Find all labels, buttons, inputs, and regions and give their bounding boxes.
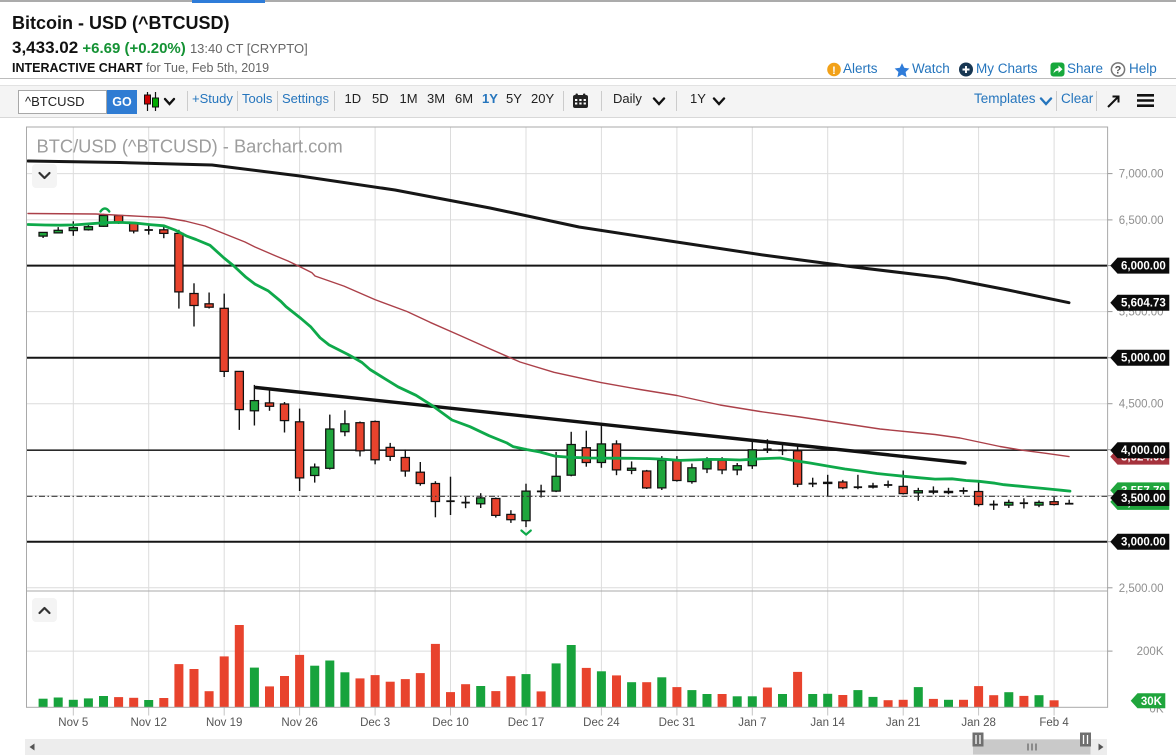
svg-text:Dec 24: Dec 24 [583,717,620,729]
svg-text:30K: 30K [1141,696,1163,708]
svg-text:BTC/USD (^BTCUSD) - Barchart.c: BTC/USD (^BTCUSD) - Barchart.com [37,136,343,157]
svg-text:3,000.00: 3,000.00 [1121,537,1166,549]
svg-text:Feb 4: Feb 4 [1039,717,1069,729]
svg-text:Nov 19: Nov 19 [206,717,242,729]
svg-text:!: ! [832,65,836,77]
svg-text:Nov 5: Nov 5 [58,717,88,729]
svg-text:6,000.00: 6,000.00 [1121,261,1166,273]
svg-text:2,500.00: 2,500.00 [1119,583,1164,595]
svg-text:Dec 31: Dec 31 [659,717,695,729]
svg-text:3,500.00: 3,500.00 [1121,493,1166,505]
svg-text:4,500.00: 4,500.00 [1119,399,1164,411]
svg-text:Jan 21: Jan 21 [886,717,921,729]
svg-text:200K: 200K [1137,646,1164,658]
svg-text:5,000.00: 5,000.00 [1121,353,1166,365]
svg-text:Jan 14: Jan 14 [810,717,845,729]
svg-text:?: ? [1115,64,1122,76]
svg-text:5,604.73: 5,604.73 [1121,298,1166,310]
svg-text:Nov 12: Nov 12 [130,717,166,729]
svg-text:Jan 7: Jan 7 [738,717,766,729]
svg-text:6,500.00: 6,500.00 [1119,215,1164,227]
svg-text:4,000.00: 4,000.00 [1121,445,1166,457]
svg-text:Jan 28: Jan 28 [961,717,996,729]
svg-text:Dec 10: Dec 10 [432,717,468,729]
svg-text:Dec 3: Dec 3 [360,717,390,729]
svg-text:Nov 26: Nov 26 [281,717,317,729]
svg-text:7,000.00: 7,000.00 [1119,169,1164,181]
svg-text:Dec 17: Dec 17 [508,717,544,729]
